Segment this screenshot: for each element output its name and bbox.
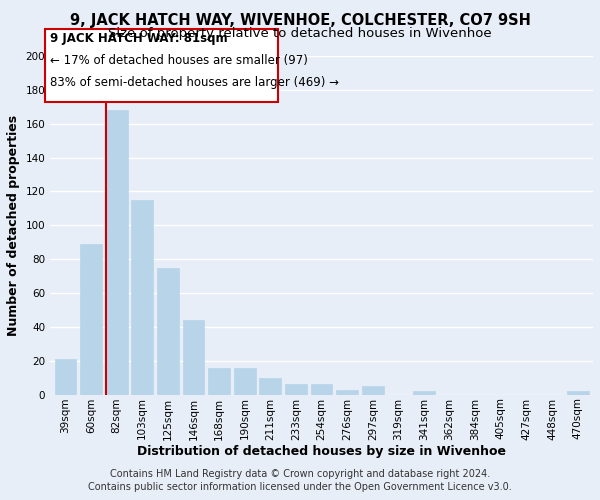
X-axis label: Distribution of detached houses by size in Wivenhoe: Distribution of detached houses by size … (137, 445, 506, 458)
Text: Size of property relative to detached houses in Wivenhoe: Size of property relative to detached ho… (108, 28, 492, 40)
Bar (208, 368, 230, 394)
FancyBboxPatch shape (44, 29, 278, 102)
Text: ← 17% of detached houses are smaller (97): ← 17% of detached houses are smaller (97… (50, 54, 308, 68)
Bar (362, 386, 383, 394)
Text: 83% of semi-detached houses are larger (469) →: 83% of semi-detached houses are larger (… (50, 76, 339, 90)
Bar (80, 244, 102, 394)
Bar (285, 384, 307, 394)
Bar (337, 390, 358, 394)
Bar (234, 368, 256, 394)
Text: Contains public sector information licensed under the Open Government Licence v3: Contains public sector information licen… (88, 482, 512, 492)
Text: Contains HM Land Registry data © Crown copyright and database right 2024.: Contains HM Land Registry data © Crown c… (110, 469, 490, 479)
Bar (311, 384, 332, 394)
Bar (157, 268, 179, 394)
Bar (55, 359, 76, 394)
Bar (106, 110, 128, 395)
Y-axis label: Number of detached properties: Number of detached properties (7, 114, 20, 336)
Bar (567, 391, 589, 394)
Text: 9 JACK HATCH WAY: 81sqm: 9 JACK HATCH WAY: 81sqm (50, 32, 228, 45)
Bar (413, 391, 435, 394)
Text: 9, JACK HATCH WAY, WIVENHOE, COLCHESTER, CO7 9SH: 9, JACK HATCH WAY, WIVENHOE, COLCHESTER,… (70, 12, 530, 28)
Bar (131, 200, 153, 394)
Bar (182, 320, 205, 394)
Bar (259, 378, 281, 394)
